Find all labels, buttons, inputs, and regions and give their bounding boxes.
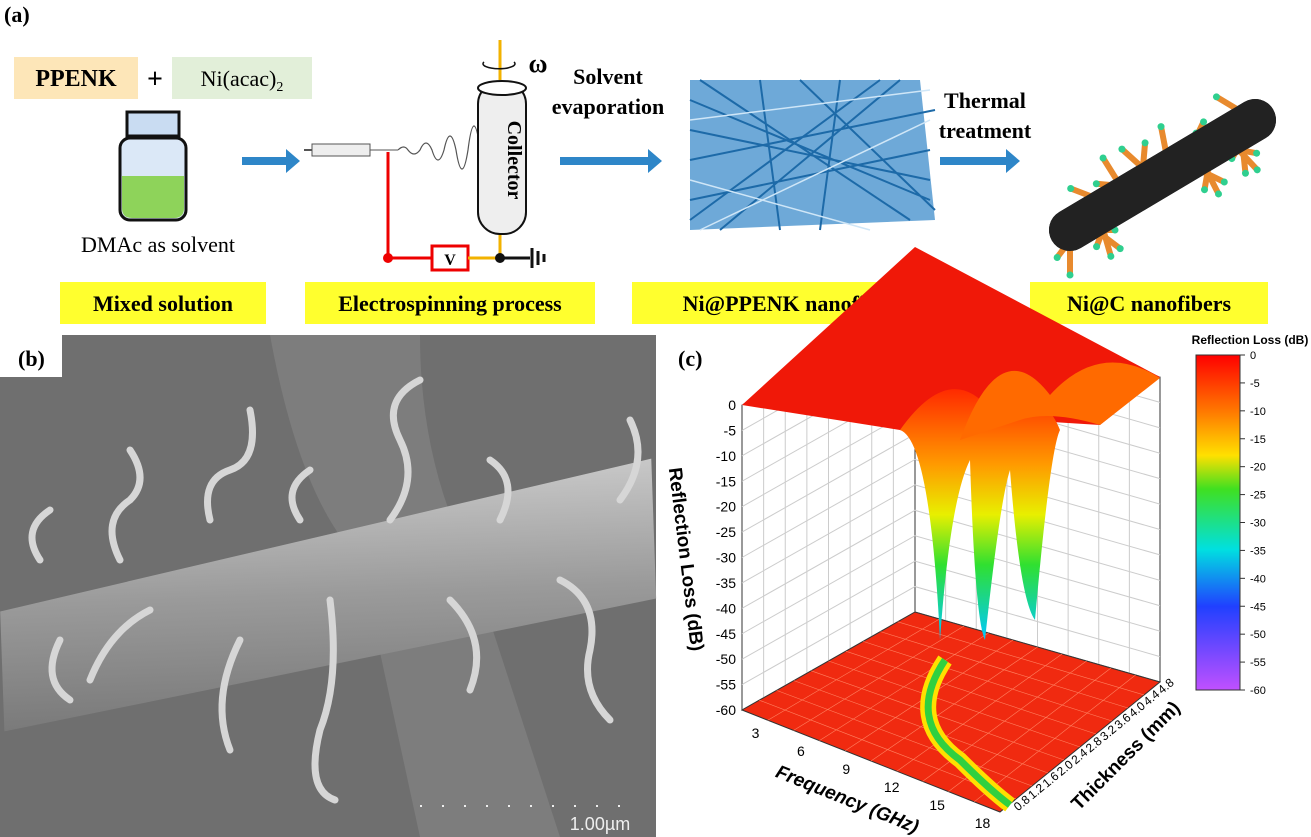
x-tick-label: 15	[929, 797, 945, 813]
caption: Ni@C nanofibers	[1067, 291, 1232, 316]
ni-particle	[1093, 180, 1100, 187]
solution	[122, 176, 184, 218]
step-label: treatment	[939, 118, 1032, 143]
z-tick-label: -20	[716, 499, 736, 515]
z-tick-label: -5	[724, 422, 737, 438]
z-tick-label: -10	[716, 448, 736, 464]
ni-particle	[1254, 166, 1261, 173]
ni-particle	[1093, 243, 1100, 250]
ni-particle	[1117, 245, 1124, 252]
colorbar-tick-label: -5	[1250, 378, 1260, 390]
colorbar-tick-label: -35	[1250, 545, 1266, 557]
ni-particle	[1067, 185, 1074, 192]
colorbar-tick-label: 0	[1250, 350, 1256, 362]
arrow	[242, 149, 300, 173]
colorbar-tick-label: -15	[1250, 434, 1266, 446]
z-tick-label: -45	[716, 626, 736, 642]
ni-particle	[1158, 123, 1165, 130]
colorbar-tick-label: -10	[1250, 406, 1266, 418]
ni-particle	[1142, 139, 1149, 146]
ni-particle	[1107, 253, 1114, 260]
ni-particle	[1100, 154, 1107, 161]
step-label: Solvent	[573, 64, 643, 89]
ni-particle	[1201, 186, 1208, 193]
colorbar-tick-label: -60	[1250, 685, 1266, 697]
panel-b: (b) 1.00µm	[0, 335, 660, 837]
colorbar-tick-label: -45	[1250, 601, 1266, 613]
reagent: Ni(acac)2	[201, 66, 284, 95]
voltage-label: V	[444, 252, 456, 269]
colorbar-tick-label: -55	[1250, 657, 1266, 669]
caption: Mixed solution	[93, 291, 233, 316]
ni-particle	[1200, 118, 1207, 125]
x-tick-label: 12	[884, 779, 900, 795]
arrow	[940, 149, 1020, 173]
colorbar-tick-label: -50	[1250, 629, 1266, 641]
panel-c: (c) 0-5-10-15-20-25-30-35-40-45-50-55-60…	[664, 247, 1309, 837]
x-tick-label: 9	[842, 761, 850, 777]
note: DMAc as solvent	[81, 232, 235, 257]
vial-cap	[127, 112, 179, 136]
z-tick-label: -35	[716, 575, 736, 591]
ni-particle	[1054, 254, 1061, 261]
panel-label: (b)	[18, 346, 45, 371]
z-axis-label: Reflection Loss (dB)	[664, 466, 707, 652]
x-tick-label: 3	[752, 725, 760, 741]
panel-a: (a) PPENK + Ni(acac)2 DMAc as solvent V	[4, 2, 1268, 324]
colorbar-title: Reflection Loss (dB)	[1192, 333, 1309, 347]
electrospinning: V ω Collector	[304, 40, 548, 270]
z-tick-label: -50	[716, 651, 736, 667]
colorbar-tick-label: -25	[1250, 490, 1266, 502]
ni-particle	[1118, 146, 1125, 153]
caption: Electrospinning process	[338, 291, 562, 316]
z-tick-label: 0	[728, 397, 736, 413]
x-tick-label: 6	[797, 743, 805, 759]
collector-label: Collector	[503, 121, 525, 200]
ni-particle	[1253, 150, 1260, 157]
z-tick-label: -55	[716, 677, 736, 693]
colorbar-tick-label: -30	[1250, 518, 1266, 530]
figure: (a) PPENK + Ni(acac)2 DMAc as solvent V	[0, 0, 1311, 837]
x-tick-label: 18	[975, 815, 991, 831]
panel-label: (a)	[4, 2, 30, 27]
ni-particle	[1067, 272, 1074, 279]
z-tick-label: -40	[716, 600, 736, 616]
z-tick-label: -25	[716, 524, 736, 540]
ni-c-fiber	[1052, 93, 1261, 278]
ni-particle	[1242, 170, 1249, 177]
plus: +	[147, 64, 163, 95]
reagent: PPENK	[35, 66, 117, 92]
z-tick-label: -60	[716, 702, 736, 718]
reagent-name: Ni(acac)	[201, 66, 277, 91]
z-tick-label: -30	[716, 550, 736, 566]
subscript: 2	[276, 80, 283, 95]
omega: ω	[528, 49, 547, 78]
nanofiber-mat	[690, 80, 935, 230]
syringe	[312, 144, 370, 156]
ni-particle	[1221, 179, 1228, 186]
ni-particle	[1213, 93, 1220, 100]
step-label: evaporation	[552, 94, 664, 119]
arrow	[560, 149, 662, 173]
colorbar-tick-label: -40	[1250, 573, 1266, 585]
colorbar-tick-label: -20	[1250, 462, 1266, 474]
ni-particle	[1215, 190, 1222, 197]
scale-label: 1.00µm	[570, 814, 630, 834]
z-tick-label: -15	[716, 473, 736, 489]
step-label: Thermal	[944, 88, 1026, 113]
colorbar	[1196, 355, 1240, 690]
panel-label: (c)	[678, 346, 702, 371]
